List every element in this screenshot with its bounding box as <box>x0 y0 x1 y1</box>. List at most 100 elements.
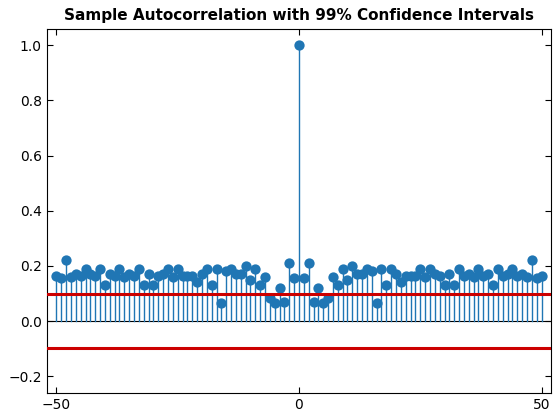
Point <box>217 300 226 307</box>
Point <box>455 265 464 272</box>
Point <box>319 300 328 307</box>
Point <box>435 272 444 279</box>
Point <box>260 273 269 280</box>
Point <box>503 271 512 278</box>
Point <box>76 272 85 279</box>
Point <box>144 271 153 278</box>
Point <box>100 282 109 289</box>
Point <box>522 273 531 280</box>
Point <box>426 265 435 272</box>
Point <box>528 257 536 264</box>
Title: Sample Autocorrelation with 99% Confidence Intervals: Sample Autocorrelation with 99% Confiden… <box>64 8 534 24</box>
Point <box>416 265 424 272</box>
Point <box>158 271 167 278</box>
Point <box>134 265 143 272</box>
Point <box>329 273 338 280</box>
Point <box>178 272 187 279</box>
Point <box>212 265 221 272</box>
Point <box>372 300 381 307</box>
Point <box>91 272 100 279</box>
Point <box>202 265 211 272</box>
Point <box>164 265 172 272</box>
Point <box>324 294 333 301</box>
Point <box>421 273 430 280</box>
Point <box>377 265 386 272</box>
Point <box>236 271 245 278</box>
Point <box>231 271 240 278</box>
Point <box>493 265 502 272</box>
Point <box>353 271 362 278</box>
Point <box>474 265 483 272</box>
Point <box>81 265 90 272</box>
Point <box>314 285 323 291</box>
Point <box>411 272 420 279</box>
Point <box>139 282 148 289</box>
Point <box>300 275 309 282</box>
Point <box>401 272 410 279</box>
Point <box>222 268 231 275</box>
Point <box>358 271 367 278</box>
Point <box>343 276 352 283</box>
Point <box>169 273 178 280</box>
Point <box>406 272 415 279</box>
Point <box>129 272 138 279</box>
Point <box>484 271 493 278</box>
Point <box>227 265 236 272</box>
Point <box>115 265 124 272</box>
Point <box>251 265 260 272</box>
Point <box>440 282 449 289</box>
Point <box>173 265 182 272</box>
Point <box>488 282 497 289</box>
Point <box>479 272 488 279</box>
Point <box>280 299 289 305</box>
Point <box>149 282 158 289</box>
Point <box>517 271 526 278</box>
Point <box>382 282 391 289</box>
Point <box>295 42 304 49</box>
Point <box>285 260 294 267</box>
Point <box>120 273 129 280</box>
Point <box>67 273 76 280</box>
Point <box>246 276 255 283</box>
Point <box>154 272 163 279</box>
Point <box>71 271 80 278</box>
Point <box>537 272 546 279</box>
Point <box>459 272 468 279</box>
Point <box>508 265 517 272</box>
Point <box>362 265 371 272</box>
Point <box>396 279 405 286</box>
Point <box>125 271 134 278</box>
Point <box>430 271 439 278</box>
Point <box>86 271 95 278</box>
Point <box>270 300 279 307</box>
Point <box>309 299 318 305</box>
Point <box>265 294 274 301</box>
Point <box>62 257 71 264</box>
Point <box>386 265 395 272</box>
Point <box>367 268 376 275</box>
Point <box>513 272 522 279</box>
Point <box>96 265 105 272</box>
Point <box>450 282 459 289</box>
Point <box>105 271 114 278</box>
Point <box>110 272 119 279</box>
Point <box>275 285 284 291</box>
Point <box>338 265 347 272</box>
Point <box>290 275 298 282</box>
Point <box>464 271 473 278</box>
Point <box>532 275 541 282</box>
Point <box>498 272 507 279</box>
Point <box>207 282 216 289</box>
Point <box>198 271 207 278</box>
Point <box>193 279 202 286</box>
Point <box>469 273 478 280</box>
Point <box>391 271 400 278</box>
Point <box>304 260 313 267</box>
Point <box>57 275 66 282</box>
Point <box>348 262 357 269</box>
Point <box>256 282 265 289</box>
Point <box>445 271 454 278</box>
Point <box>241 262 250 269</box>
Point <box>52 272 61 279</box>
Point <box>333 282 342 289</box>
